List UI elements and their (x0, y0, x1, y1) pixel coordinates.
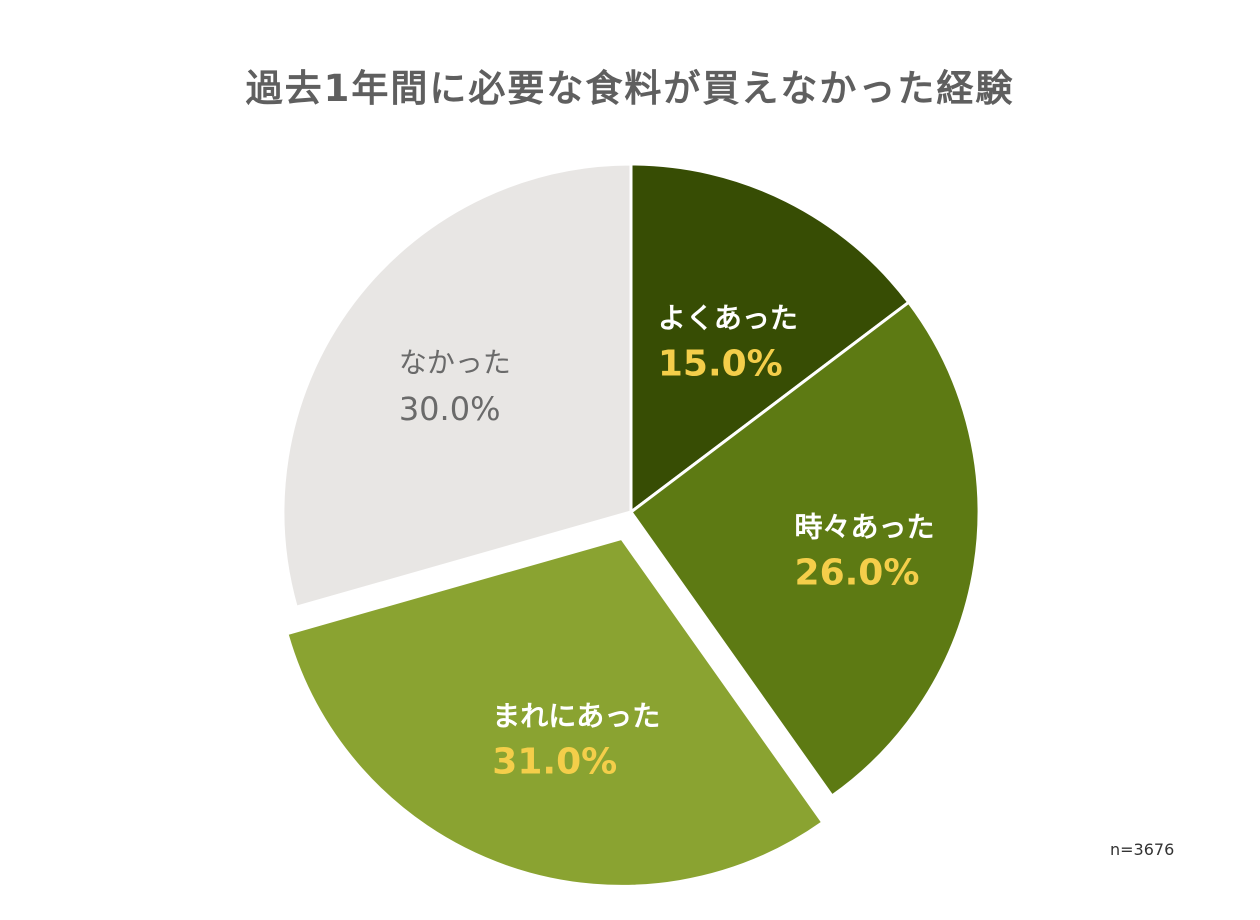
sample-size-note: n=3676 (1110, 840, 1175, 859)
pie-slice (629, 300, 981, 798)
pie-slice (281, 162, 633, 609)
slice-label: なかった (399, 346, 511, 379)
slice-label: まれにあった (492, 699, 660, 732)
slice-value-label: 30.0% (399, 390, 501, 428)
slice-label: 時々あった (795, 511, 935, 544)
slice-value-label: 15.0% (658, 344, 783, 385)
pie-slice (629, 162, 911, 514)
slice-value-label: 31.0% (492, 741, 617, 782)
slice-value-label: 26.0% (795, 553, 920, 594)
pie-slice (285, 536, 825, 888)
slice-label: よくあった (658, 302, 798, 335)
chart-title: 過去1年間に必要な食料が買えなかった経験 (245, 67, 1015, 110)
